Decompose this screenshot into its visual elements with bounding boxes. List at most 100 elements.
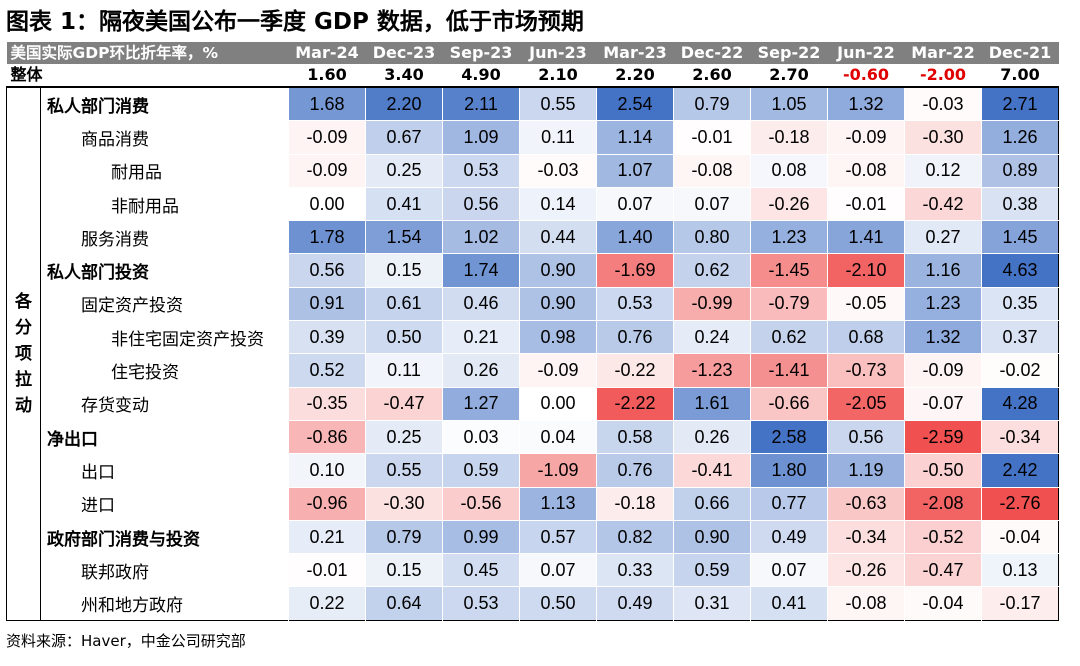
value-cell: 0.41 [750,586,828,621]
value-cell: 0.62 [750,320,828,354]
header-period: Mar-22 [904,42,982,64]
header-period: Sep-22 [750,42,828,64]
value-cell: -0.47 [365,386,443,421]
header-period: Mar-24 [288,42,366,64]
row-label: 耐用品 [111,163,162,184]
value-cell: 0.10 [288,453,366,488]
value-cell: 1.07 [596,153,674,188]
value-cell: 0.59 [673,553,751,587]
row-label: 服务消费 [81,229,149,250]
value-cell: 0.38 [981,186,1059,221]
value-cell: -0.02 [981,353,1059,388]
value-cell: -0.09 [288,120,366,155]
row-label: 州和地方政府 [81,595,183,616]
value-cell: -0.01 [827,186,905,221]
value-cell: 0.68 [827,320,905,354]
value-cell: -2.05 [827,386,905,421]
row-label: 进口 [81,496,115,517]
value-cell: 1.68 [288,86,366,121]
value-cell: -1.41 [750,353,828,388]
value-cell: 0.76 [596,320,674,354]
value-cell: 0.55 [365,453,443,488]
total-value: 7.00 [981,64,1059,88]
value-cell: -0.08 [827,153,905,188]
value-cell: -0.35 [288,386,366,421]
value-cell: 1.54 [365,220,443,254]
value-cell: 0.49 [750,519,828,554]
value-cell: 0.03 [442,419,520,454]
value-cell: 0.25 [365,419,443,454]
side-label-cell: 各分项拉动 [6,87,41,621]
value-cell: 0.35 [981,286,1059,321]
value-cell: 0.22 [288,586,366,621]
value-cell: 0.33 [596,553,674,587]
row-label: 住宅投资 [111,363,179,384]
value-cell: -0.34 [981,419,1059,454]
value-cell: 0.04 [519,419,597,454]
value-cell: 0.50 [519,586,597,621]
value-cell: 0.25 [365,153,443,188]
value-cell: 0.41 [365,186,443,221]
value-cell: -0.09 [904,353,982,388]
total-value: -2.00 [904,64,982,88]
value-cell: -0.09 [288,153,366,188]
value-cell: -0.26 [827,553,905,587]
value-cell: 0.26 [673,419,751,454]
total-label: 整体 [6,64,289,88]
value-cell: 1.78 [288,220,366,254]
row-label: 非住宅固定资产投资 [111,329,264,350]
row-label: 联邦政府 [81,562,149,583]
value-cell: 0.08 [750,153,828,188]
table-row: 联邦政府 -0.01 0.15 0.45 0.07 0.33 0.59 0.07 -0.26 -0… [7,553,1059,587]
row-label: 商品消费 [81,129,149,150]
value-cell: 0.21 [442,320,520,354]
value-cell: 0.56 [288,253,366,288]
value-cell: 0.82 [596,519,674,554]
row-label: 存货变动 [81,396,149,417]
value-cell: 0.07 [673,186,751,221]
value-cell: 1.61 [673,386,751,421]
value-cell: 0.98 [519,320,597,354]
value-cell: 0.56 [827,419,905,454]
table-row: 出口 0.10 0.55 0.59 -1.09 0.76 -0.41 1.80 1.19 -0.5… [7,453,1059,488]
total-value: 4.90 [442,64,520,88]
value-cell: 0.52 [288,353,366,388]
value-cell: 2.54 [596,86,674,121]
total-value: 1.60 [288,64,366,88]
value-cell: 1.45 [981,220,1059,254]
value-cell: 1.74 [442,253,520,288]
value-cell: 0.15 [365,253,443,288]
value-cell: 1.02 [442,220,520,254]
value-cell: 0.77 [750,486,828,521]
gdp-contribution-table: 美国实际GDP环比折年率，% Mar-24 Dec-23 Sep-23 Jun-… [6,42,1059,621]
value-cell: 0.07 [750,553,828,587]
value-cell: 0.57 [519,519,597,554]
value-cell: 0.13 [981,553,1059,587]
table-row: 州和地方政府 0.22 0.64 0.53 0.50 0.49 0.31 0.41 -0.08-… [7,586,1059,621]
value-cell: 1.23 [904,286,982,321]
table-row: 存货变动 -0.35 -0.47 1.27 0.00 -2.22 1.61 -0.66 -2.0… [7,386,1059,421]
table-row: 住宅投资 0.52 0.11 0.26 -0.09 -0.22 -1.23 -1.41 -0.7… [7,353,1059,388]
value-cell: 2.20 [365,86,443,121]
total-value: -0.60 [827,64,905,88]
value-cell: -0.04 [981,519,1059,554]
value-cell: -2.59 [904,419,982,454]
total-value: 2.10 [519,64,597,88]
value-cell: 0.37 [981,320,1059,354]
value-cell: 0.76 [596,453,674,488]
value-cell: 0.12 [904,153,982,188]
value-cell: 0.26 [442,353,520,388]
value-cell: -0.41 [673,453,751,488]
header-label: 美国实际GDP环比折年率，% [6,42,289,64]
table-row: 净出口 -0.86 0.25 0.03 0.04 0.58 0.26 2.58 0.56 -2.5… [7,419,1059,454]
value-cell: -2.08 [904,486,982,521]
chart-title: 图表 1：隔夜美国公布一季度 GDP 数据，低于市场预期 [6,9,584,35]
value-cell: 1.32 [827,86,905,121]
table-body: 各分项拉动 私人部门消费 1.68 2.20 2.11 0.55 2.54 0.79 1.05 1… [6,86,1059,621]
value-cell: -0.08 [827,586,905,621]
table-row: 非住宅固定资产投资 0.39 0.50 0.21 0.98 0.76 0.24 0.62 0.6… [7,320,1059,354]
value-cell: 1.41 [827,220,905,254]
value-cell: -0.34 [827,519,905,554]
total-value: 3.40 [365,64,443,88]
value-cell: -0.01 [673,120,751,155]
